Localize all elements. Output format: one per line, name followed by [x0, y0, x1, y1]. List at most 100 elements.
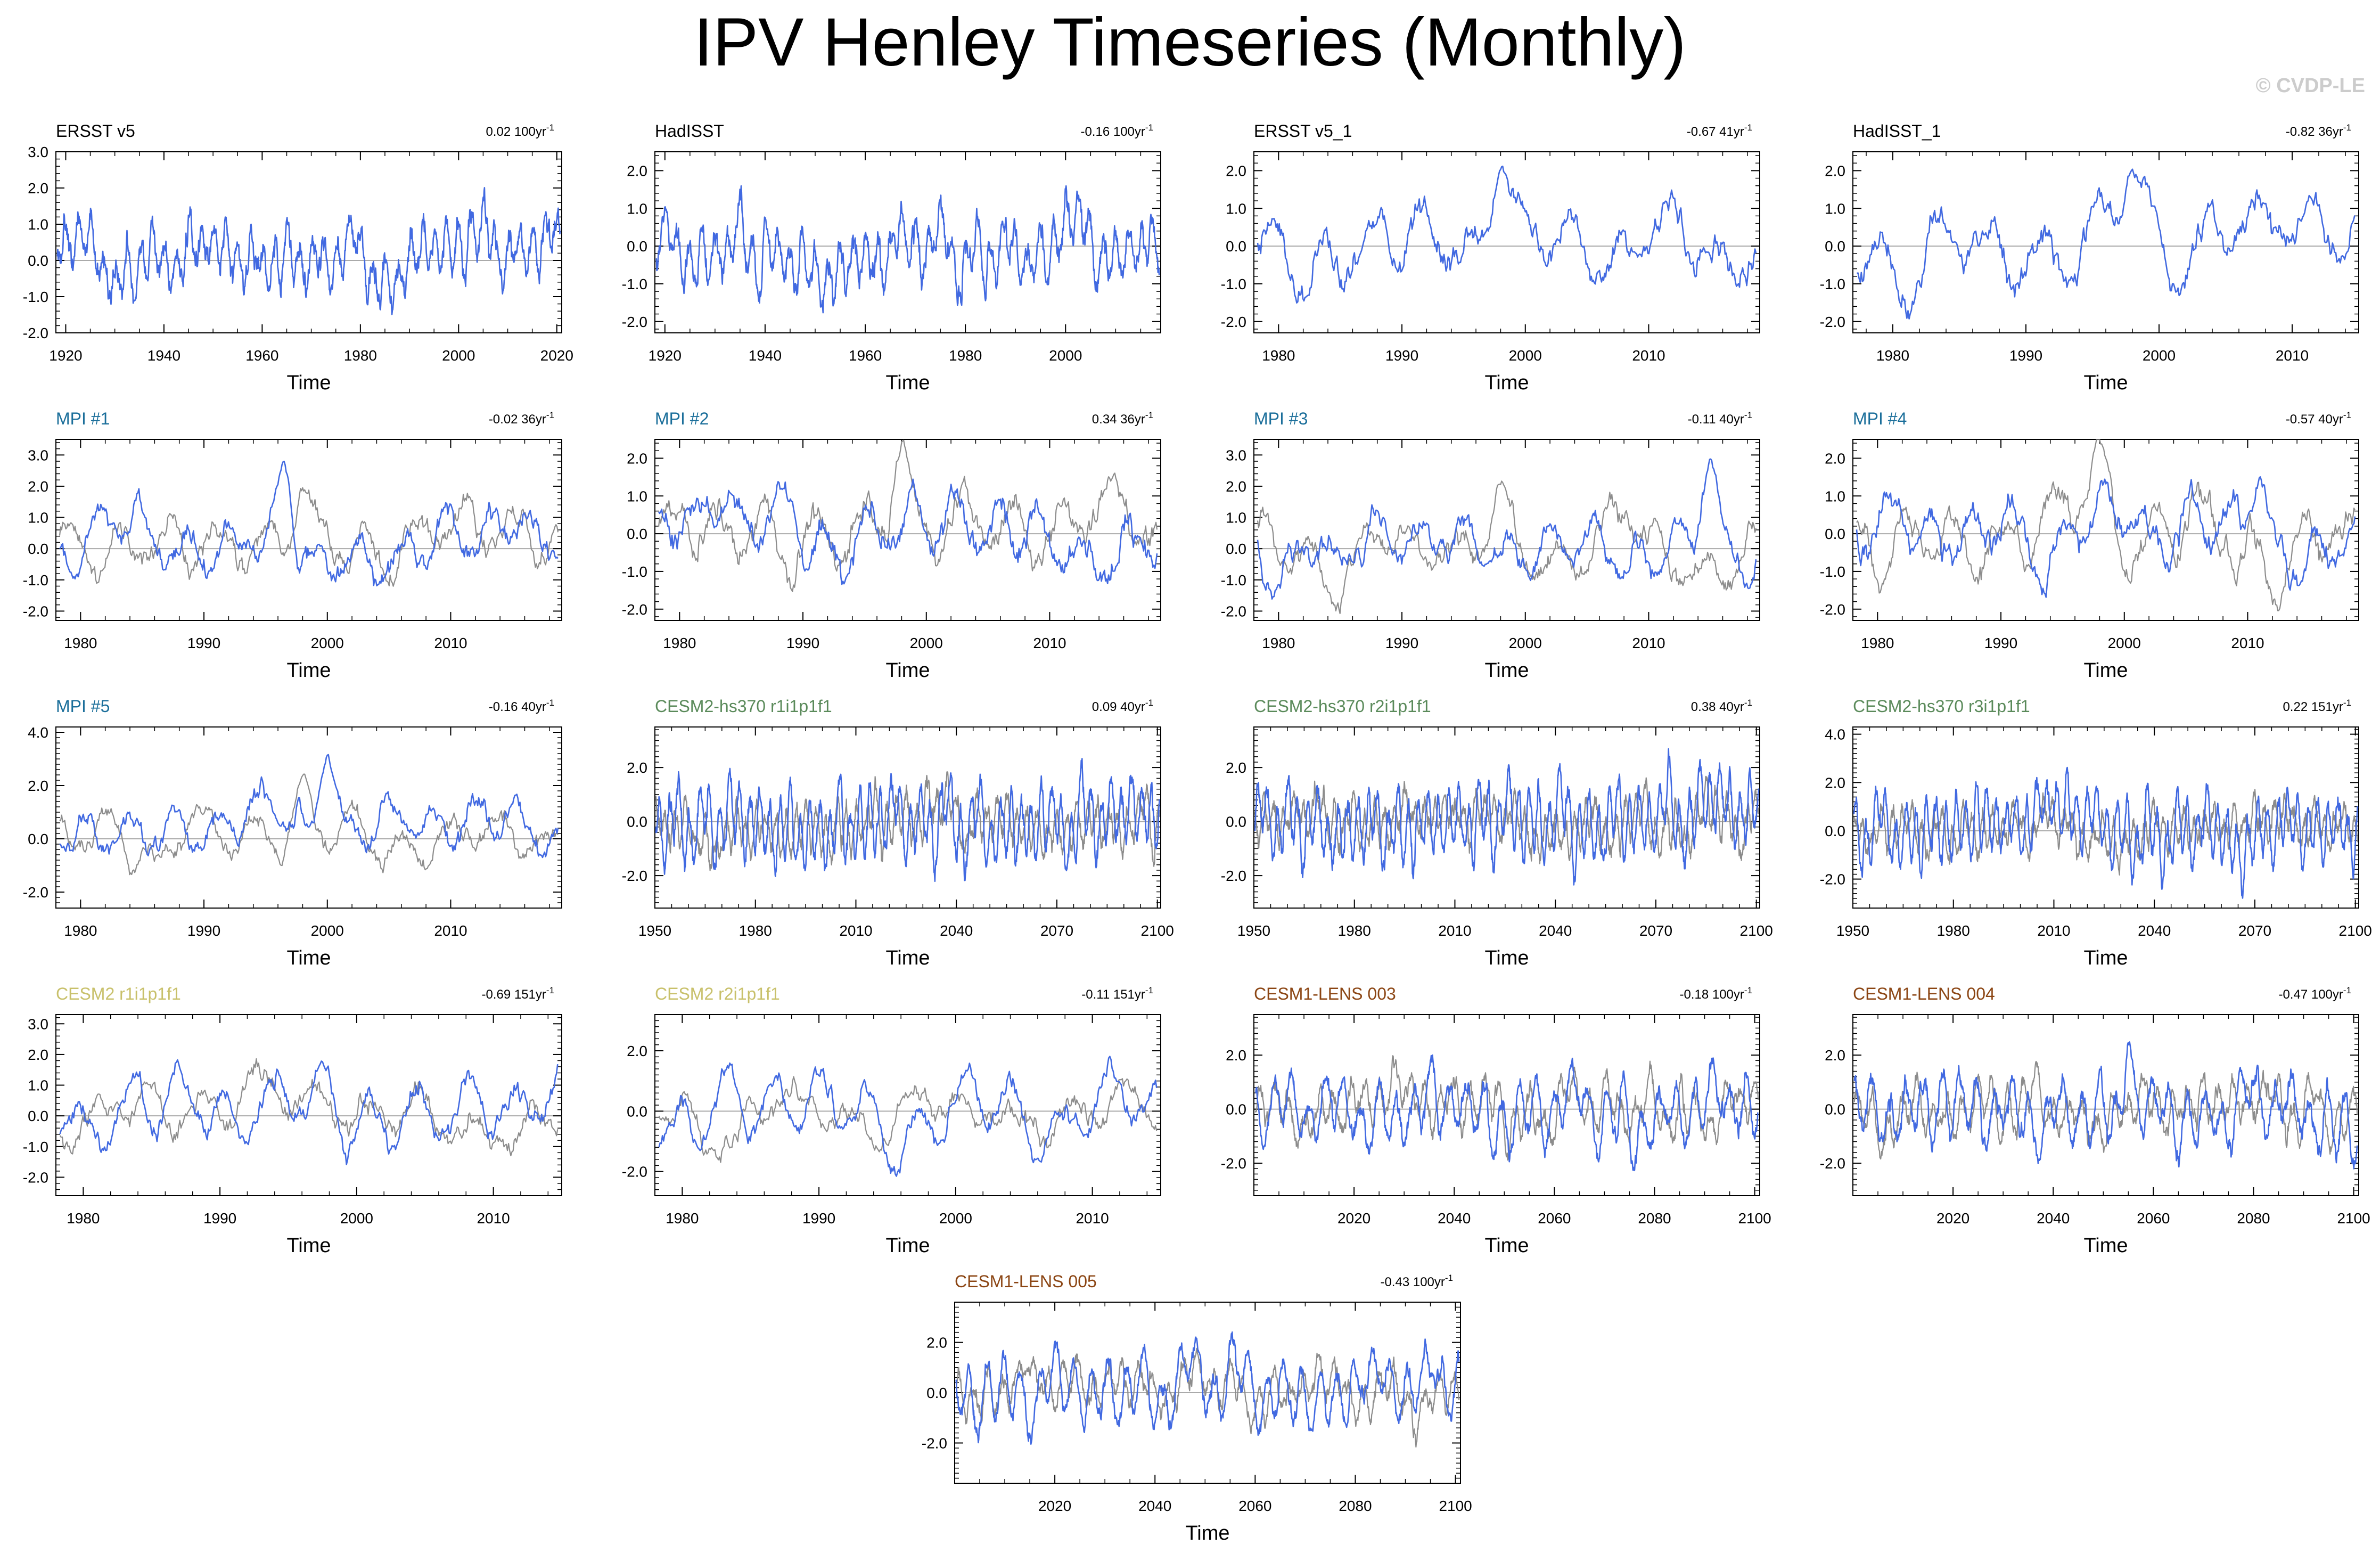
trend-exponent: -1 — [2343, 410, 2351, 420]
trend-value: -0.18 100yr — [1679, 987, 1744, 1002]
y-tick-label: -1.0 — [1820, 563, 1845, 580]
model-series-line — [1257, 458, 1757, 600]
chart-panel: 4.0 2.0 0.0 -2.0 1950 1980 2010 2040 2070 2100 Tim… — [1820, 697, 2372, 969]
x-tick-label: 1980 — [949, 347, 982, 364]
x-tick-label: 2070 — [2238, 922, 2271, 939]
chart-panel: 2.0 1.0 0.0 -1.0 -2.0 1980 1990 2000 2010 Time ERS… — [1221, 121, 1760, 394]
x-axis-title: Time — [2083, 1235, 2128, 1257]
x-axis-title: Time — [885, 947, 930, 969]
y-tick-label: -2.0 — [1221, 314, 1246, 330]
x-axis-title: Time — [1484, 372, 1529, 394]
x-tick-label: 2040 — [2138, 922, 2171, 939]
model-series-line — [1853, 1041, 2358, 1170]
x-tick-label: 1990 — [802, 1210, 835, 1227]
x-tick-label: 1990 — [1385, 635, 1418, 651]
trend-value: -0.69 151yr — [481, 987, 546, 1002]
model-series-line — [655, 185, 1160, 314]
trend-label: -0.67 41yr-1 — [1687, 122, 1752, 139]
y-tick-label: -1.0 — [1221, 572, 1246, 589]
x-tick-label: 1950 — [1237, 922, 1270, 939]
x-tick-label: 1990 — [786, 635, 819, 651]
x-tick-label: 2010 — [477, 1210, 510, 1227]
trend-label: -0.16 40yr-1 — [489, 698, 554, 714]
x-tick-label: 1980 — [739, 922, 772, 939]
y-tick-label: 1.0 — [1226, 200, 1246, 217]
x-tick-label: 2100 — [2337, 1210, 2370, 1227]
obs-series-line — [59, 1058, 559, 1157]
y-tick-label: -1.0 — [23, 572, 48, 589]
y-tick-label: 0.0 — [1825, 823, 1845, 839]
x-tick-label: 1960 — [245, 347, 278, 364]
x-tick-label: 1980 — [1937, 922, 1970, 939]
x-axis-title: Time — [286, 659, 331, 682]
panel-title: MPI #4 — [1853, 409, 1907, 428]
series-group — [1857, 168, 2356, 320]
series-group — [56, 187, 561, 315]
x-tick-label: 1980 — [1876, 347, 1909, 364]
series-group — [955, 1331, 1460, 1448]
obs-series-line — [1857, 168, 2356, 320]
model-series-line — [59, 461, 559, 587]
trend-exponent: -1 — [2343, 698, 2351, 708]
x-tick-label: 2010 — [2276, 347, 2309, 364]
trend-value: 0.38 40yr — [1691, 700, 1744, 714]
x-tick-label: 2060 — [1238, 1498, 1271, 1514]
chart-panel: 2.0 1.0 0.0 -1.0 -2.0 1980 1990 2000 2010 Time Had… — [1820, 121, 2359, 394]
series-group — [658, 439, 1158, 592]
x-tick-label: 2010 — [2231, 635, 2264, 651]
obs-series-line — [1257, 166, 1757, 304]
trend-label: -0.43 100yr-1 — [1380, 1273, 1453, 1289]
x-tick-label: 1940 — [749, 347, 782, 364]
y-tick-label: 0.0 — [627, 1103, 647, 1119]
x-tick-label: 2000 — [1509, 635, 1542, 651]
x-tick-label: 1990 — [187, 922, 220, 939]
y-tick-label: 2.0 — [926, 1335, 947, 1351]
trend-exponent: -1 — [1145, 122, 1153, 133]
x-tick-label: 1980 — [1262, 635, 1295, 651]
y-tick-label: -1.0 — [622, 276, 647, 292]
y-tick-label: -2.0 — [1820, 1155, 1845, 1172]
y-tick-label: -2.0 — [622, 868, 647, 884]
series-group — [59, 1058, 559, 1165]
series-group — [655, 185, 1160, 314]
y-tick-label: 0.0 — [926, 1385, 947, 1401]
panel-title: ERSST v5 — [56, 121, 135, 141]
x-tick-label: 2000 — [2143, 347, 2176, 364]
trend-value: 0.34 36yr — [1092, 412, 1145, 427]
trend-value: -0.43 100yr — [1380, 1275, 1445, 1289]
trend-label: 0.22 151yr-1 — [2283, 698, 2351, 714]
y-tick-label: 2.0 — [28, 778, 48, 794]
series-group — [1853, 1041, 2358, 1170]
series-group — [1856, 439, 2356, 611]
x-tick-label: 2010 — [434, 922, 467, 939]
y-tick-label: 1.0 — [28, 510, 48, 526]
x-axis-title: Time — [2083, 947, 2128, 969]
chart-panel: 2.0 0.0 -2.0 1980 1990 2000 2010 Time CESM2 r2i1… — [622, 984, 1161, 1257]
y-tick-label: 0.0 — [1226, 814, 1246, 830]
chart-panel: 2.0 1.0 0.0 -1.0 -2.0 1980 1990 2000 2010 Time MPI… — [1820, 409, 2359, 682]
x-tick-label: 2010 — [1632, 635, 1665, 651]
model-series-line — [1257, 165, 1757, 304]
x-tick-label: 1980 — [67, 1210, 100, 1227]
panel-title: MPI #5 — [56, 697, 110, 716]
x-axis-title: Time — [885, 1235, 930, 1257]
trend-label: -0.11 40yr-1 — [1688, 410, 1752, 427]
chart-panel: 3.0 2.0 1.0 0.0 -1.0 -2.0 1980 1990 2000 2010 Time… — [1221, 409, 1760, 682]
y-tick-label: 1.0 — [28, 216, 48, 233]
obs-series-line — [1254, 1055, 1759, 1161]
x-tick-label: 2000 — [311, 635, 344, 651]
x-axis-title: Time — [1185, 1522, 1229, 1544]
x-tick-label: 1980 — [666, 1210, 699, 1227]
x-tick-label: 2070 — [1639, 922, 1672, 939]
x-tick-label: 2100 — [1738, 1210, 1771, 1227]
x-tick-label: 1980 — [1338, 922, 1371, 939]
y-tick-label: 2.0 — [627, 450, 647, 467]
y-tick-label: 0.0 — [28, 541, 48, 557]
y-tick-label: 1.0 — [627, 488, 647, 504]
plot-frame — [1253, 726, 1760, 909]
y-tick-label: -1.0 — [23, 1139, 48, 1155]
y-tick-label: 1.0 — [627, 200, 647, 217]
x-tick-label: 1920 — [649, 347, 682, 364]
